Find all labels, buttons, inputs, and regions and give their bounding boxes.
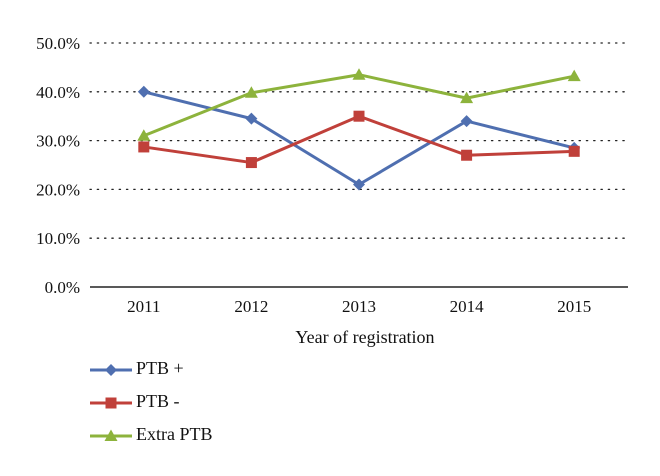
- x-tick-label: 2012: [234, 297, 268, 316]
- x-tick-label: 2015: [557, 297, 591, 316]
- data-point: [353, 178, 365, 191]
- data-point: [461, 149, 473, 161]
- data-point: [567, 69, 581, 82]
- series-ptb: [138, 110, 580, 169]
- y-tick-label: 0.0%: [45, 278, 80, 297]
- y-tick-label: 10.0%: [36, 229, 80, 248]
- y-tick-label: 40.0%: [36, 83, 80, 102]
- legend-marker: [105, 397, 117, 409]
- legend-label: PTB -: [136, 391, 180, 411]
- y-axis-ticks: 0.0% 10.0% 20.0% 30.0% 40.0% 50.0%: [36, 34, 80, 297]
- data-point: [568, 145, 580, 157]
- series-line: [143, 90, 575, 187]
- legend-marker: [105, 364, 117, 376]
- x-tick-label: 2013: [342, 297, 376, 316]
- data-point: [460, 115, 473, 128]
- legend-label: PTB +: [136, 358, 184, 378]
- x-tick-label: 2011: [127, 297, 160, 316]
- legend-swatch: [90, 397, 132, 409]
- data-point: [137, 85, 150, 98]
- y-tick-label: 30.0%: [36, 132, 80, 151]
- legend-label: Extra PTB: [136, 424, 213, 444]
- data-point: [353, 110, 365, 122]
- series-layer: [137, 68, 581, 191]
- y-tick-label: 50.0%: [36, 34, 80, 53]
- legend-swatch: [90, 364, 132, 376]
- legend-swatch: [90, 429, 132, 441]
- x-axis-ticks: 2011 2012 2013 2014 2015: [127, 297, 591, 316]
- data-point: [245, 157, 257, 169]
- data-point: [245, 112, 258, 125]
- data-point: [137, 129, 151, 141]
- data-point: [352, 68, 366, 80]
- y-tick-label: 20.0%: [36, 180, 80, 199]
- x-axis-title: Year of registration: [295, 327, 434, 347]
- legend-marker: [104, 429, 118, 441]
- data-point: [244, 86, 258, 98]
- data-point: [460, 91, 474, 104]
- series-line: [143, 73, 575, 138]
- series-ptb: [137, 85, 581, 191]
- series-line: [143, 114, 575, 165]
- series-extra-ptb: [137, 68, 581, 141]
- x-tick-label: 2014: [450, 297, 485, 316]
- data-point: [138, 141, 150, 153]
